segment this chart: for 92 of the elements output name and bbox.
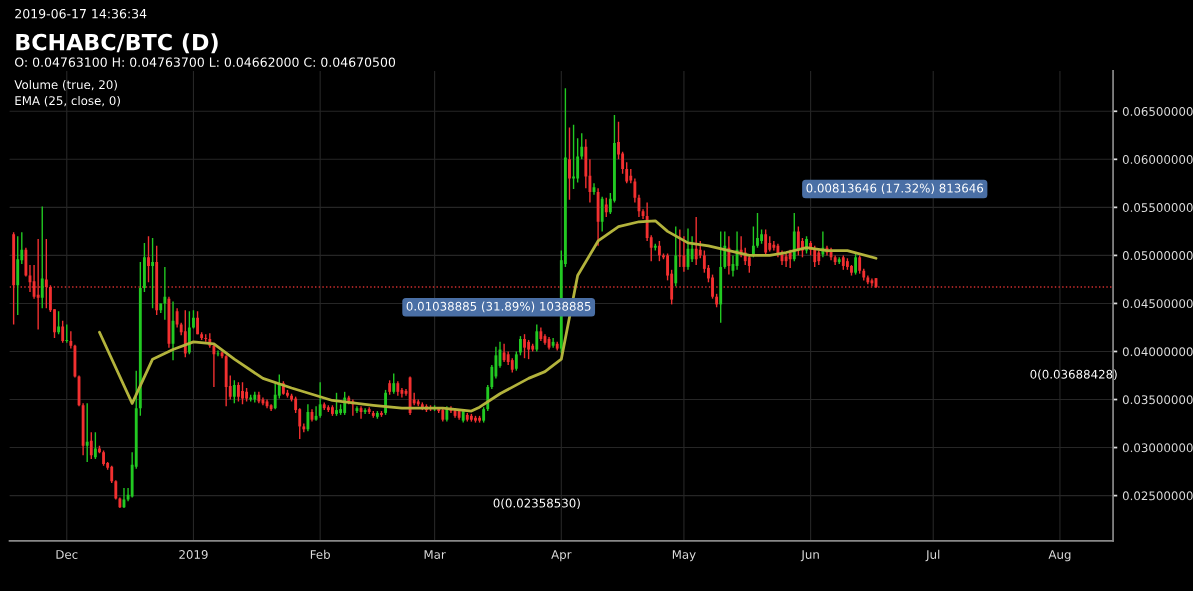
- annotation: 0(0.02358530): [493, 498, 580, 509]
- line-series: [98, 219, 878, 413]
- x-tick-label: Dec: [56, 550, 78, 559]
- candlestick: [232, 379, 236, 405]
- candlestick: [363, 407, 367, 415]
- candlestick: [854, 251, 858, 276]
- candlestick: [514, 350, 518, 372]
- candlestick: [625, 161, 629, 185]
- candlestick: [772, 240, 776, 252]
- candlestick: [65, 323, 69, 344]
- candlestick: [723, 230, 727, 270]
- y-tick-label: 0.05500000: [1122, 203, 1193, 213]
- candlestick: [241, 381, 244, 406]
- candlestick: [318, 381, 322, 419]
- candlestick: [858, 254, 862, 275]
- candlestick: [657, 240, 661, 262]
- candlestick: [61, 320, 65, 344]
- candlestick: [604, 197, 608, 218]
- x-tick-label: May: [672, 550, 696, 562]
- x-tick-label: Mar: [424, 550, 446, 559]
- candlestick: [796, 225, 800, 257]
- y-tick-label: 0.03000000: [1122, 443, 1193, 453]
- candlestick: [147, 235, 150, 283]
- candlestick: [196, 310, 199, 335]
- x-tick-label: Aug: [1048, 550, 1071, 562]
- y-tick-label: 0.02500000: [1122, 491, 1193, 501]
- candlestick: [331, 404, 334, 417]
- candlestick: [89, 431, 93, 460]
- chart-title: BCHABC/BTC (D): [16, 33, 218, 54]
- y-tick-label: 0.04000000: [1122, 347, 1193, 357]
- text: O: 0.04763100 H: 0.04763700 L: 0.04662000 C: 0.04670500: [15, 57, 396, 67]
- candlestick: [163, 266, 167, 321]
- candlestick: [192, 309, 195, 330]
- annotation: EMA (25, close, 0): [15, 95, 120, 107]
- candlestick: [93, 431, 97, 460]
- candlestick: [102, 449, 105, 467]
- y-tick-label: 0.06000000: [1122, 155, 1193, 164]
- annotation: 0.00813646 (17.32%) 813646: [806, 183, 984, 194]
- candlestick: [760, 228, 764, 245]
- x-tick-label: Jul: [925, 549, 940, 562]
- annotation: 0.01038885 (31.89%) 1038885: [406, 301, 591, 313]
- candlestick: [694, 216, 698, 266]
- candlestick: [306, 403, 310, 432]
- candlestick: [40, 205, 44, 309]
- annotation: Volume (true, 20): [14, 79, 117, 91]
- y-tick-label: 0.05000000: [1122, 251, 1193, 261]
- x-tick-label: Feb: [310, 549, 330, 559]
- candlestick: [175, 307, 179, 329]
- candlestick: [69, 330, 73, 350]
- candlestick: [551, 337, 555, 349]
- candlestick: [380, 410, 383, 418]
- candlestick: [690, 235, 694, 263]
- candlestick: [600, 196, 604, 233]
- y-tick-label: 0.04500000: [1122, 299, 1193, 309]
- candlestick: [44, 238, 48, 309]
- candlestick: [142, 242, 146, 293]
- candlestick: [535, 323, 539, 353]
- x-tick-label: Jun: [800, 550, 819, 562]
- candlestick: [57, 310, 61, 335]
- text: 2019-06-17 14:36:34: [15, 8, 147, 19]
- candlestick: [85, 402, 89, 463]
- x-tick-label: 2019: [179, 550, 208, 559]
- candlestick: [523, 333, 526, 359]
- candlestick: [519, 335, 522, 357]
- candlestick: [478, 415, 481, 424]
- candlestick: [502, 343, 506, 363]
- candlestick: [392, 372, 396, 395]
- candlestick: [813, 245, 817, 268]
- candlestick: [850, 264, 853, 277]
- candlestick: [183, 309, 187, 358]
- candlestick: [576, 137, 580, 184]
- candlestick: [633, 177, 637, 204]
- annotation: 0(0.03688428): [1030, 369, 1117, 381]
- candlestick: [580, 132, 584, 161]
- candlestick: [474, 415, 477, 424]
- y-tick-label: 0.06500000: [1122, 107, 1193, 116]
- candlestick: [335, 392, 338, 417]
- candlestick: [527, 339, 531, 360]
- candlestick: [273, 382, 277, 410]
- candlestick: [702, 249, 706, 274]
- candlestick: [870, 277, 874, 287]
- candlestick: [756, 212, 759, 249]
- candlestick: [236, 381, 240, 403]
- candlestick: [36, 238, 40, 331]
- x-tick-label: Apr: [551, 550, 572, 562]
- candlestick: [572, 124, 575, 190]
- candlestick: [764, 228, 768, 257]
- candlestick: [568, 126, 571, 201]
- candlestick: [151, 237, 155, 309]
- candlestick: [678, 228, 682, 268]
- candlestick: [845, 257, 849, 271]
- y-tick-label: 0.03500000: [1122, 395, 1193, 405]
